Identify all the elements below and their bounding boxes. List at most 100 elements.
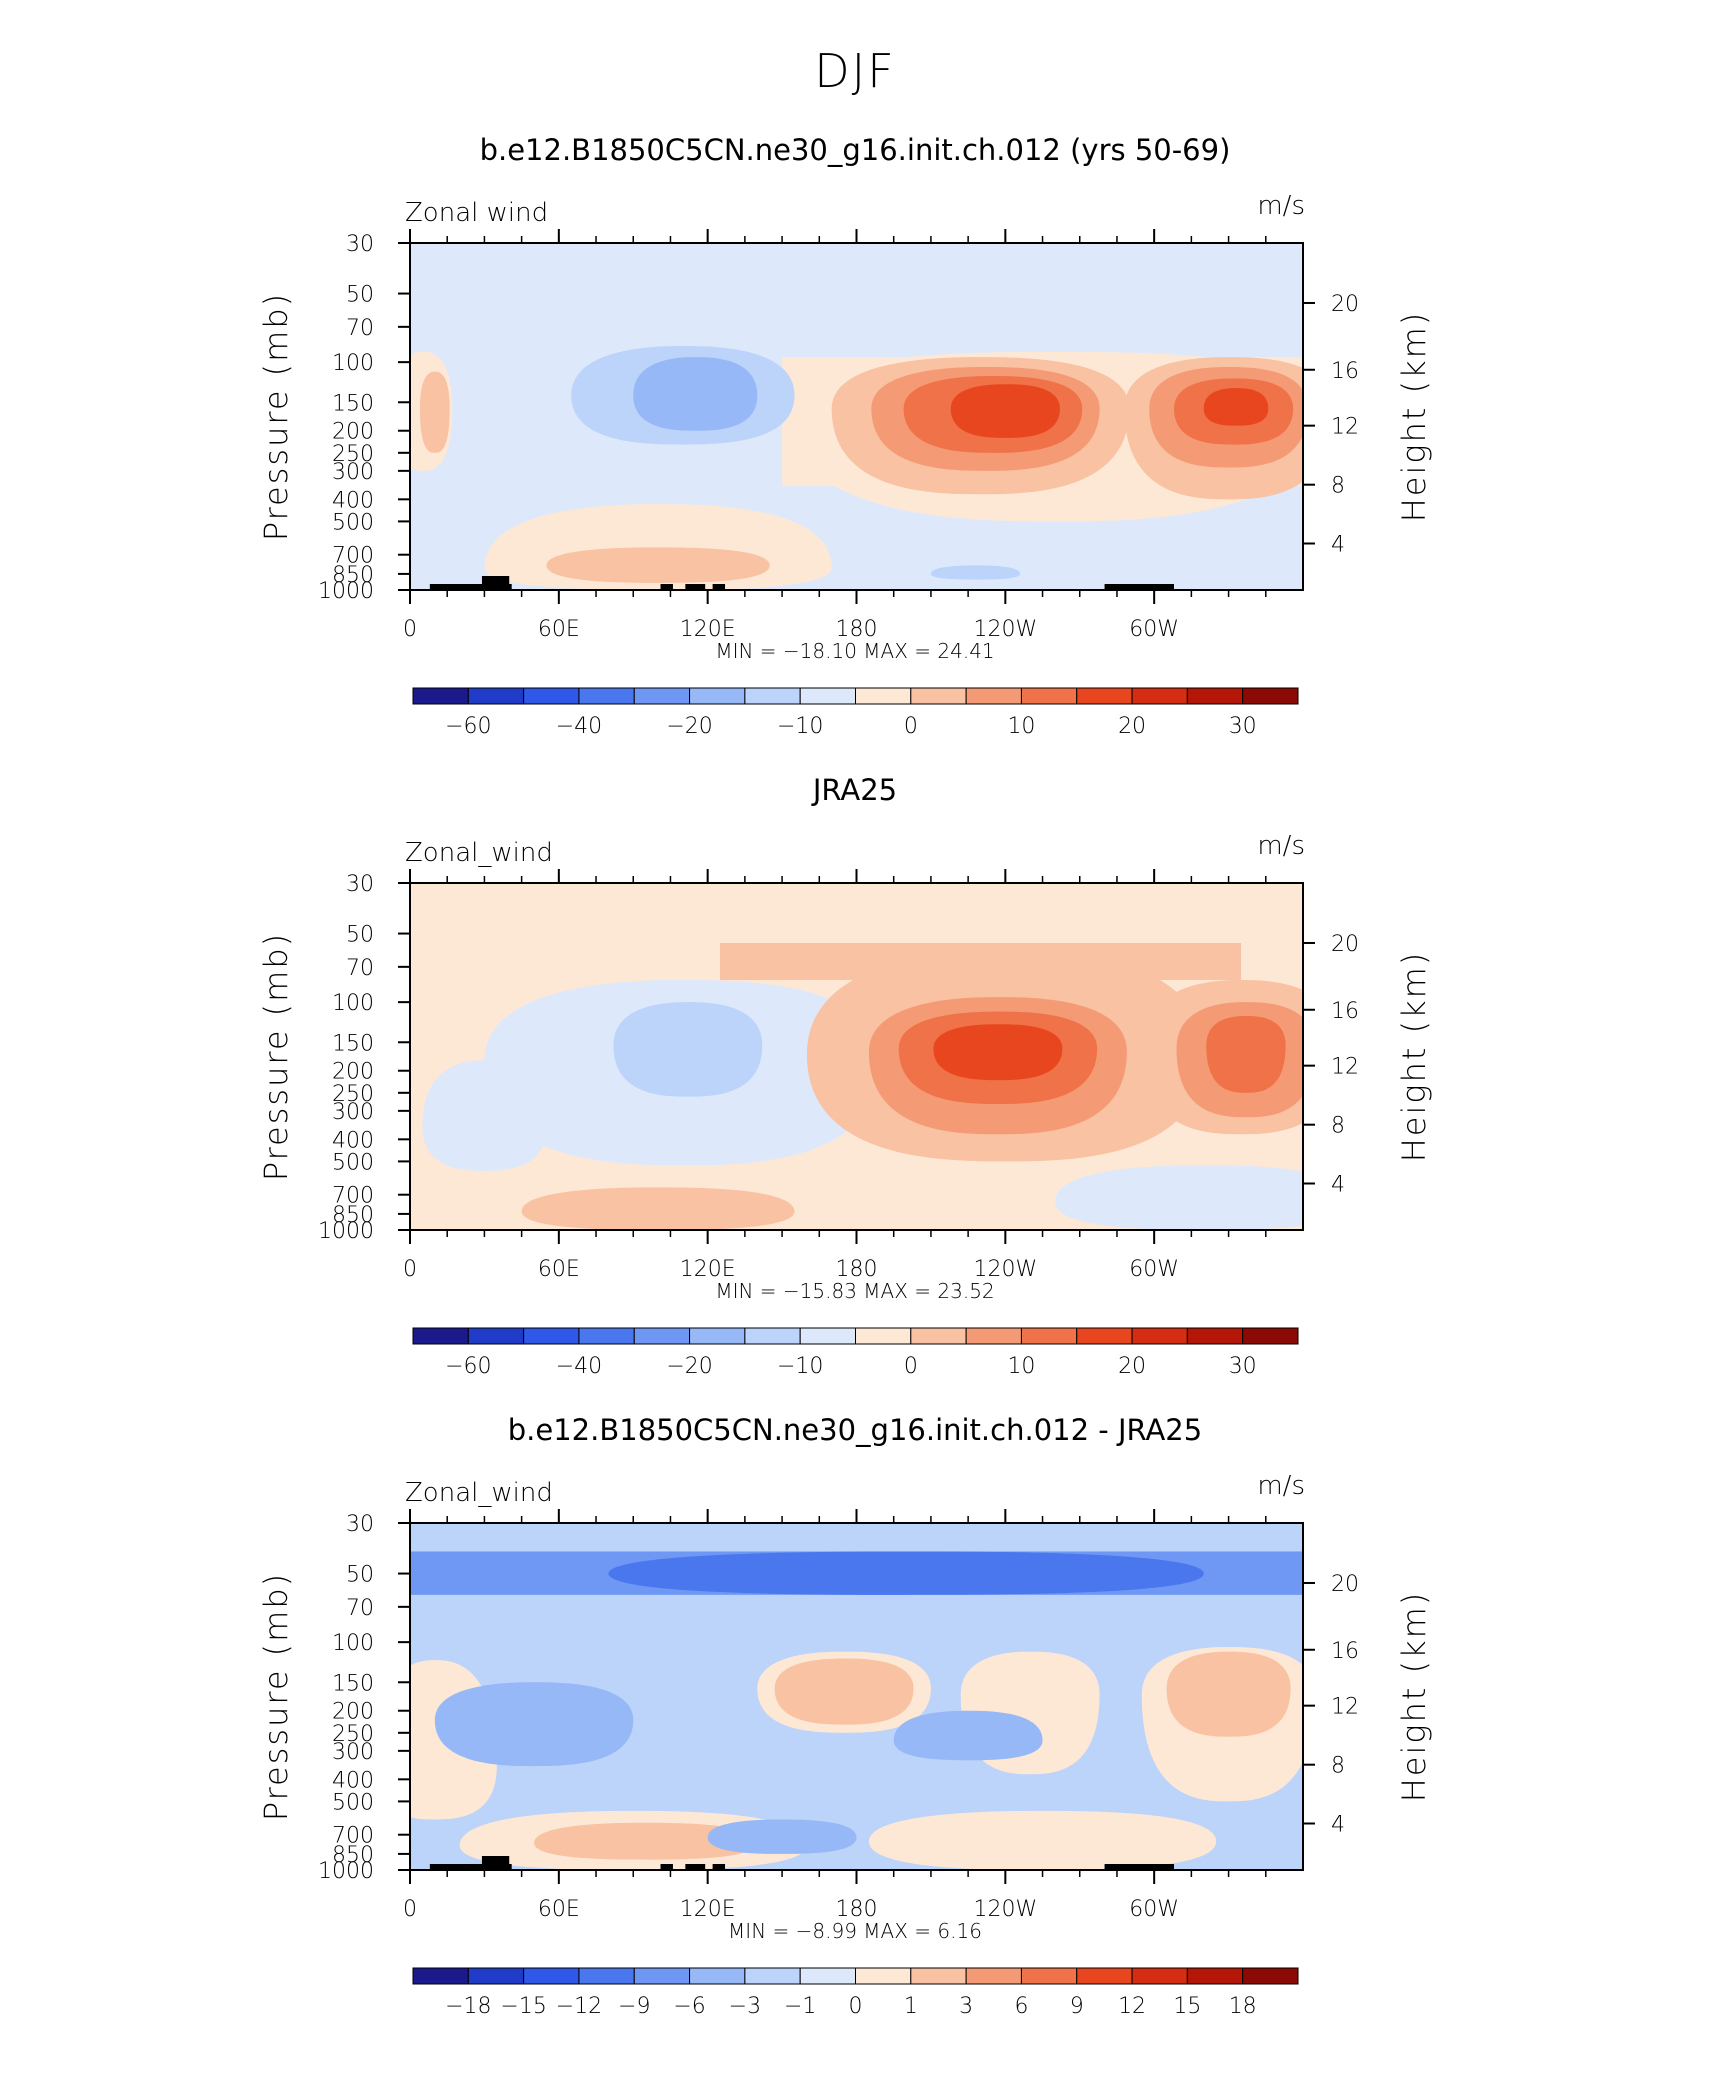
colorbar-label: 12 [1118,1994,1146,2019]
y2-tick-label: 20 [1331,292,1359,317]
terrain-mask [660,1864,673,1870]
colorbar-swatch [1242,687,1299,705]
y2-tick-label: 4 [1331,1812,1345,1837]
colorbar-swatch [578,1967,635,1985]
colorbar-swatch [412,1327,469,1345]
colorbar-label: −12 [556,1994,602,2019]
y2-tick-label: 4 [1331,532,1345,557]
colorbar-swatch [965,687,1022,705]
colorbar-swatch [965,1327,1022,1345]
colorbar-label: −60 [445,1354,491,1379]
units-label: m/s [1257,831,1305,861]
colorbar-swatch [523,687,580,705]
colorbar-swatch [689,687,746,705]
colorbar-swatch [1020,1967,1078,1985]
contour-region [707,1819,857,1854]
contour-region [422,1060,547,1171]
contour-region [1206,1015,1286,1093]
colorbar-swatch [633,1327,691,1345]
units-label: m/s [1257,1471,1305,1501]
colorbar-swatch [1020,687,1078,705]
y-tick-label: 400 [332,488,374,513]
x-tick-label: 60W [1129,1897,1179,1922]
contour-field [410,243,1303,590]
y-tick-label: 300 [332,1100,374,1125]
page-title: DJF [814,44,896,98]
colorbar-swatch [1131,1967,1188,1985]
colorbar-swatch [855,687,912,705]
x-tick-label: 120E [680,1257,736,1282]
colorbar-swatch [1242,1327,1299,1345]
min-max-stats: MIN = −18.10 MAX = 24.41 [715,639,994,663]
colorbar-swatch [578,687,635,705]
colorbar-label: 30 [1229,714,1257,739]
colorbar-label: 9 [1070,1994,1084,2019]
x-tick-label: 120E [680,617,736,642]
colorbar-label: 30 [1229,1354,1257,1379]
colorbar: −60 −40 −20 −10 0 10 20 30 [412,687,1299,739]
y-tick-label: 850 [332,563,374,588]
y2-tick-label: 20 [1331,932,1359,957]
y-tick-label: 500 [332,510,374,535]
colorbar-label: −15 [500,1994,546,2019]
colorbar-label: −9 [618,1994,650,2019]
x-tick-label: 180 [836,617,878,642]
y2-tick-label: 20 [1331,1572,1359,1597]
x-tick-label: 60E [538,617,580,642]
y2-tick-label: 12 [1331,415,1359,440]
colorbar-swatch [412,687,469,705]
y2-tick-label: 12 [1331,1695,1359,1720]
y-tick-label: 500 [332,1150,374,1175]
contour-region [608,1551,1204,1595]
y-tick-label: 30 [346,872,374,897]
terrain-mask [491,1864,512,1870]
y-tick-label: 250 [332,1082,374,1107]
y-tick-label: 30 [346,1512,374,1537]
colorbar-label: −6 [673,1994,705,2019]
colorbar-swatch [744,1327,801,1345]
contour-region [893,1710,1043,1761]
colorbar-swatch [1186,1327,1244,1345]
terrain-mask [712,1864,726,1870]
colorbar-swatch [910,1327,967,1345]
colorbar-swatch [412,1967,469,1985]
x-tick-label: 120W [973,1257,1037,1282]
x-tick-label: 0 [403,1257,417,1282]
contour-region [868,1810,1217,1870]
chart-panel-3: b.e12.B1850C5CN.ne30_g16.init.ch.012 - J… [257,1413,1433,2019]
y2-tick-label: 8 [1331,1754,1345,1779]
units-label: m/s [1257,191,1305,221]
colorbar: −60 −40 −20 −10 0 10 20 30 [412,1327,1299,1379]
colorbar-swatch [855,1967,912,1985]
y-tick-label: 1000 [318,579,374,604]
x-tick-label: 180 [836,1257,878,1282]
colorbar-swatch [1242,1967,1299,1985]
colorbar-swatch [1186,1967,1244,1985]
colorbar: −18 −15 −12 −9 −6 −3 −1 0 1 3 6 9 12 15 18 [412,1967,1299,2019]
contour-region [434,1682,634,1767]
colorbar-swatch [744,687,801,705]
colorbar-swatch [910,687,967,705]
terrain-mask [660,584,673,590]
y-tick-label: 300 [332,1740,374,1765]
y-tick-label: 400 [332,1128,374,1153]
colorbar-swatch [744,1967,801,1985]
y-axis-label: Pressure (mb) [257,292,295,541]
y-tick-label: 700 [332,1184,374,1209]
y2-axis-label: Height (km) [1395,951,1433,1163]
contour-region [613,1002,763,1097]
y2-tick-label: 12 [1331,1055,1359,1080]
colorbar-swatch [1076,1327,1133,1345]
colorbar-swatch [578,1327,635,1345]
y-tick-label: 150 [332,1031,374,1056]
chart-title: JRA25 [811,773,897,807]
colorbar-swatch [910,1967,967,1985]
y2-tick-label: 8 [1331,474,1345,499]
terrain-mask [712,584,726,590]
contour-region [534,1822,758,1860]
y-tick-label: 200 [332,1060,374,1085]
y-tick-label: 100 [332,991,374,1016]
x-tick-label: 60E [538,1897,580,1922]
